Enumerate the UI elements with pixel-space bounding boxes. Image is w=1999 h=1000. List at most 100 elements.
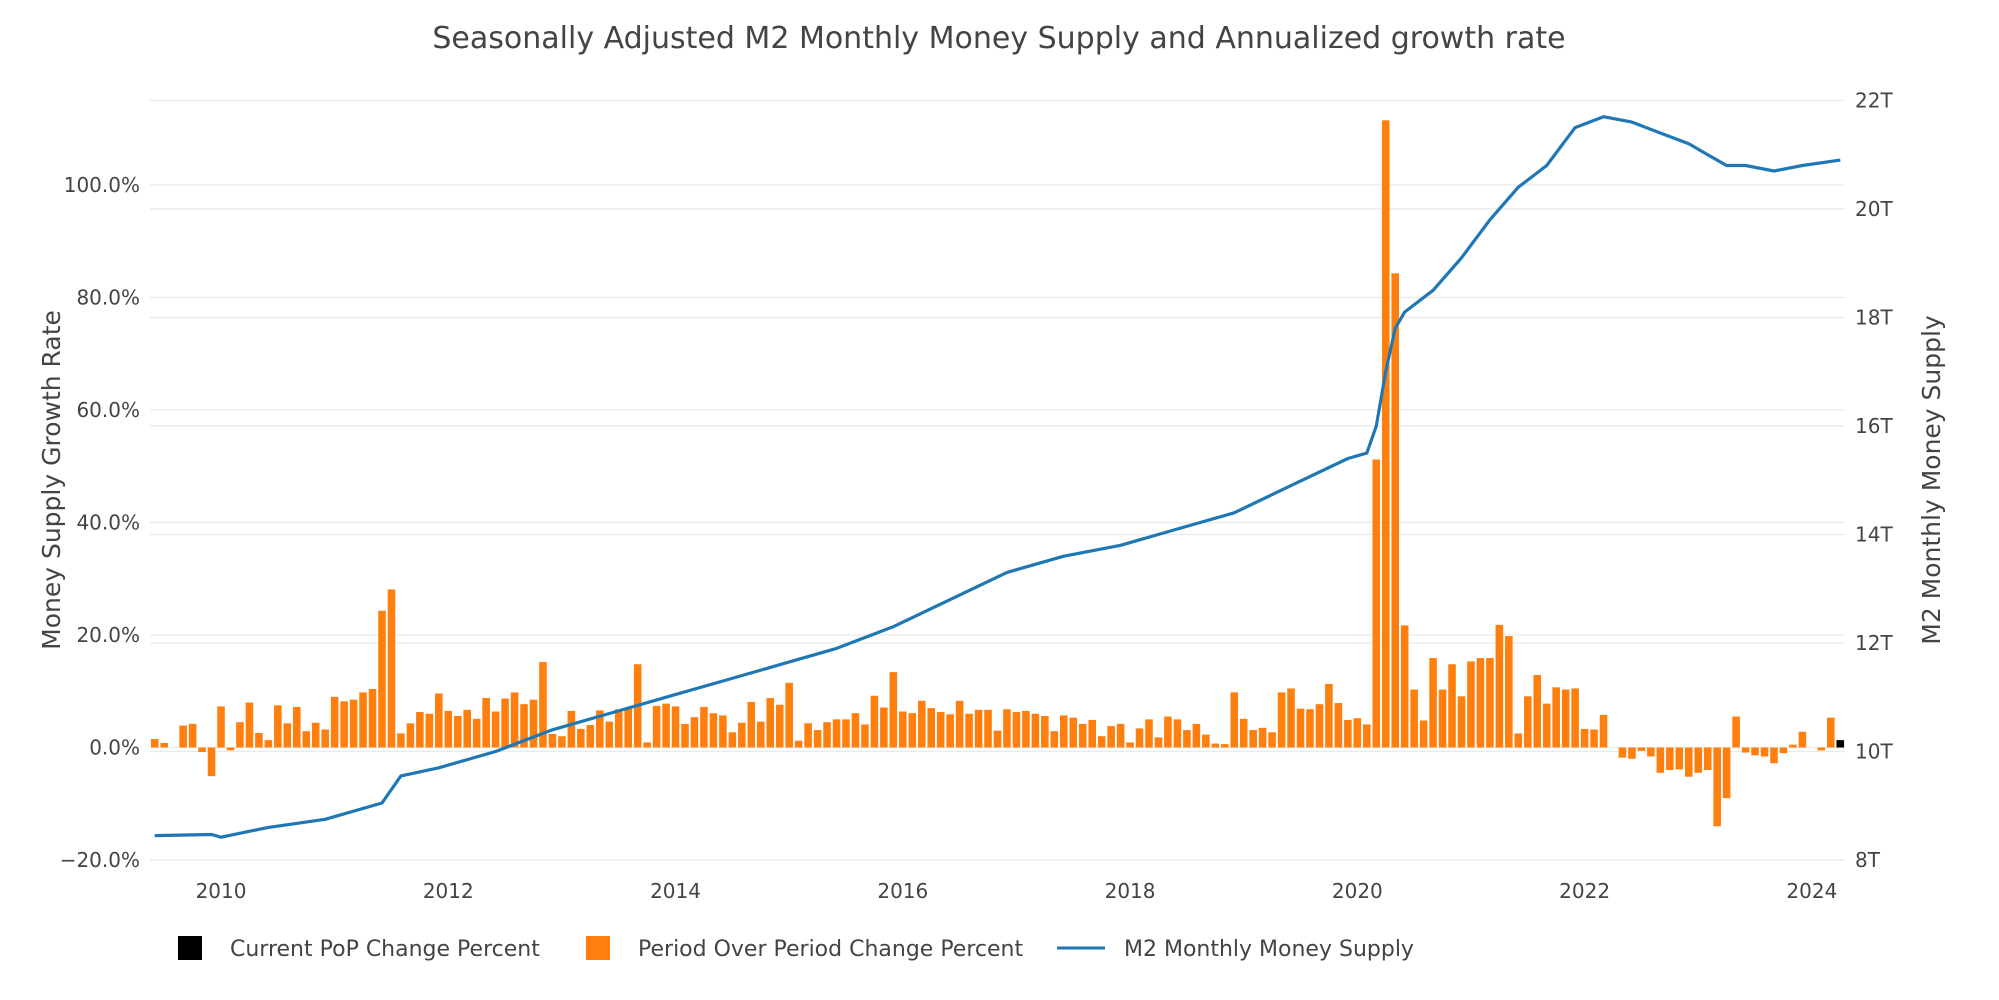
growth-bar bbox=[1438, 689, 1447, 748]
growth-bar bbox=[851, 713, 860, 748]
growth-bar bbox=[1599, 714, 1608, 748]
legend-label-current: Current PoP Change Percent bbox=[230, 937, 540, 962]
growth-bar bbox=[1183, 730, 1191, 748]
growth-bar bbox=[1088, 719, 1096, 748]
growth-bar bbox=[955, 700, 964, 748]
m2-line-layer bbox=[154, 115, 1841, 839]
legend-swatch-pop bbox=[586, 936, 610, 960]
m2-line bbox=[154, 115, 1841, 839]
growth-bar bbox=[899, 711, 907, 748]
growth-bar bbox=[1505, 636, 1513, 748]
x-tick-label: 2018 bbox=[1105, 879, 1156, 903]
growth-bar bbox=[150, 739, 159, 748]
growth-bar bbox=[1022, 710, 1030, 748]
growth-bar bbox=[1164, 716, 1172, 748]
growth-bar bbox=[700, 707, 708, 748]
growth-bar bbox=[861, 724, 869, 748]
y-tick-label: 80.0% bbox=[76, 286, 140, 310]
growth-bar bbox=[368, 689, 377, 748]
y2-tick-label: 18T bbox=[1855, 305, 1893, 329]
growth-bar bbox=[340, 701, 348, 748]
x-tick-label: 2020 bbox=[1332, 879, 1383, 903]
growth-bar bbox=[1258, 727, 1267, 748]
x-tick-label: 2022 bbox=[1559, 879, 1610, 903]
growth-bar bbox=[804, 723, 812, 748]
growth-bar bbox=[425, 713, 434, 748]
growth-bar bbox=[728, 732, 737, 748]
growth-bar bbox=[1457, 696, 1466, 748]
growth-bar bbox=[1590, 729, 1598, 748]
y2-tick-label: 10T bbox=[1855, 739, 1893, 763]
growth-bar bbox=[813, 730, 822, 748]
growth-bar bbox=[1684, 747, 1693, 777]
x-tick-label: 2014 bbox=[650, 879, 701, 903]
legend-label-m2: M2 Monthly Money Supply bbox=[1124, 937, 1414, 962]
growth-bar bbox=[1391, 273, 1399, 748]
y2-tick-label: 14T bbox=[1855, 522, 1893, 546]
growth-bar bbox=[1353, 718, 1362, 748]
growth-bar bbox=[1789, 744, 1797, 748]
growth-bar bbox=[1145, 719, 1153, 748]
growth-bar bbox=[1296, 708, 1305, 748]
growth-bar bbox=[1211, 743, 1220, 748]
growth-bar bbox=[491, 711, 500, 748]
growth-bar bbox=[1268, 732, 1276, 748]
growth-bar bbox=[1059, 715, 1068, 748]
growth-bar bbox=[1722, 747, 1731, 799]
growth-bar bbox=[1827, 717, 1835, 748]
x-tick-label: 2016 bbox=[877, 879, 928, 903]
y2-tick-label: 12T bbox=[1855, 631, 1893, 655]
growth-bar bbox=[567, 710, 576, 748]
y-tick-label: 20.0% bbox=[76, 623, 140, 647]
gridlines bbox=[150, 99, 1845, 861]
growth-bar bbox=[397, 733, 405, 748]
growth-bar bbox=[444, 710, 453, 748]
growth-bar bbox=[1618, 747, 1627, 758]
right-axis-title: M2 Monthly Money Supply bbox=[1917, 315, 1946, 645]
growth-bar bbox=[482, 698, 490, 748]
growth-bar bbox=[823, 722, 831, 748]
growth-bar bbox=[1334, 703, 1343, 748]
growth-bar bbox=[463, 709, 472, 748]
growth-bar bbox=[529, 699, 538, 748]
growth-bar bbox=[1325, 683, 1333, 748]
growth-bar bbox=[1230, 692, 1239, 748]
growth-bar bbox=[349, 699, 358, 748]
growth-bar bbox=[1694, 747, 1703, 773]
growth-bar bbox=[738, 722, 746, 748]
growth-bar bbox=[766, 698, 775, 748]
y-tick-label: 100.0% bbox=[64, 173, 140, 197]
growth-bar bbox=[1675, 747, 1684, 770]
growth-bar bbox=[1561, 689, 1570, 748]
growth-bar bbox=[1542, 703, 1551, 748]
growth-bar bbox=[359, 692, 367, 748]
growth-bar bbox=[1419, 720, 1428, 748]
growth-bar bbox=[1069, 717, 1078, 748]
growth-bar bbox=[378, 610, 386, 748]
growth-bar bbox=[1381, 120, 1390, 748]
growth-bar bbox=[387, 589, 396, 748]
growth-bar bbox=[596, 710, 604, 748]
growth-bar bbox=[1306, 709, 1314, 748]
growth-bar bbox=[1628, 747, 1636, 759]
growth-bar bbox=[1107, 726, 1115, 748]
growth-bar bbox=[1173, 719, 1182, 748]
growth-bar bbox=[1097, 736, 1106, 748]
growth-bar bbox=[917, 700, 926, 748]
growth-bar bbox=[643, 742, 651, 748]
growth-bar bbox=[283, 723, 292, 748]
growth-bar bbox=[1751, 747, 1759, 756]
growth-bar bbox=[179, 725, 187, 748]
growth-bar bbox=[946, 714, 954, 748]
growth-bar bbox=[690, 717, 699, 748]
growth-bar bbox=[520, 704, 528, 748]
growth-bar bbox=[416, 712, 424, 748]
y2-tick-label: 22T bbox=[1855, 88, 1893, 112]
growth-bar bbox=[1012, 712, 1021, 748]
growth-bar bbox=[870, 695, 879, 748]
growth-bar bbox=[226, 747, 235, 751]
growth-bar bbox=[1533, 674, 1542, 748]
growth-bar bbox=[605, 721, 614, 748]
y-tick-label: 40.0% bbox=[76, 511, 140, 535]
growth-bar bbox=[292, 707, 301, 748]
